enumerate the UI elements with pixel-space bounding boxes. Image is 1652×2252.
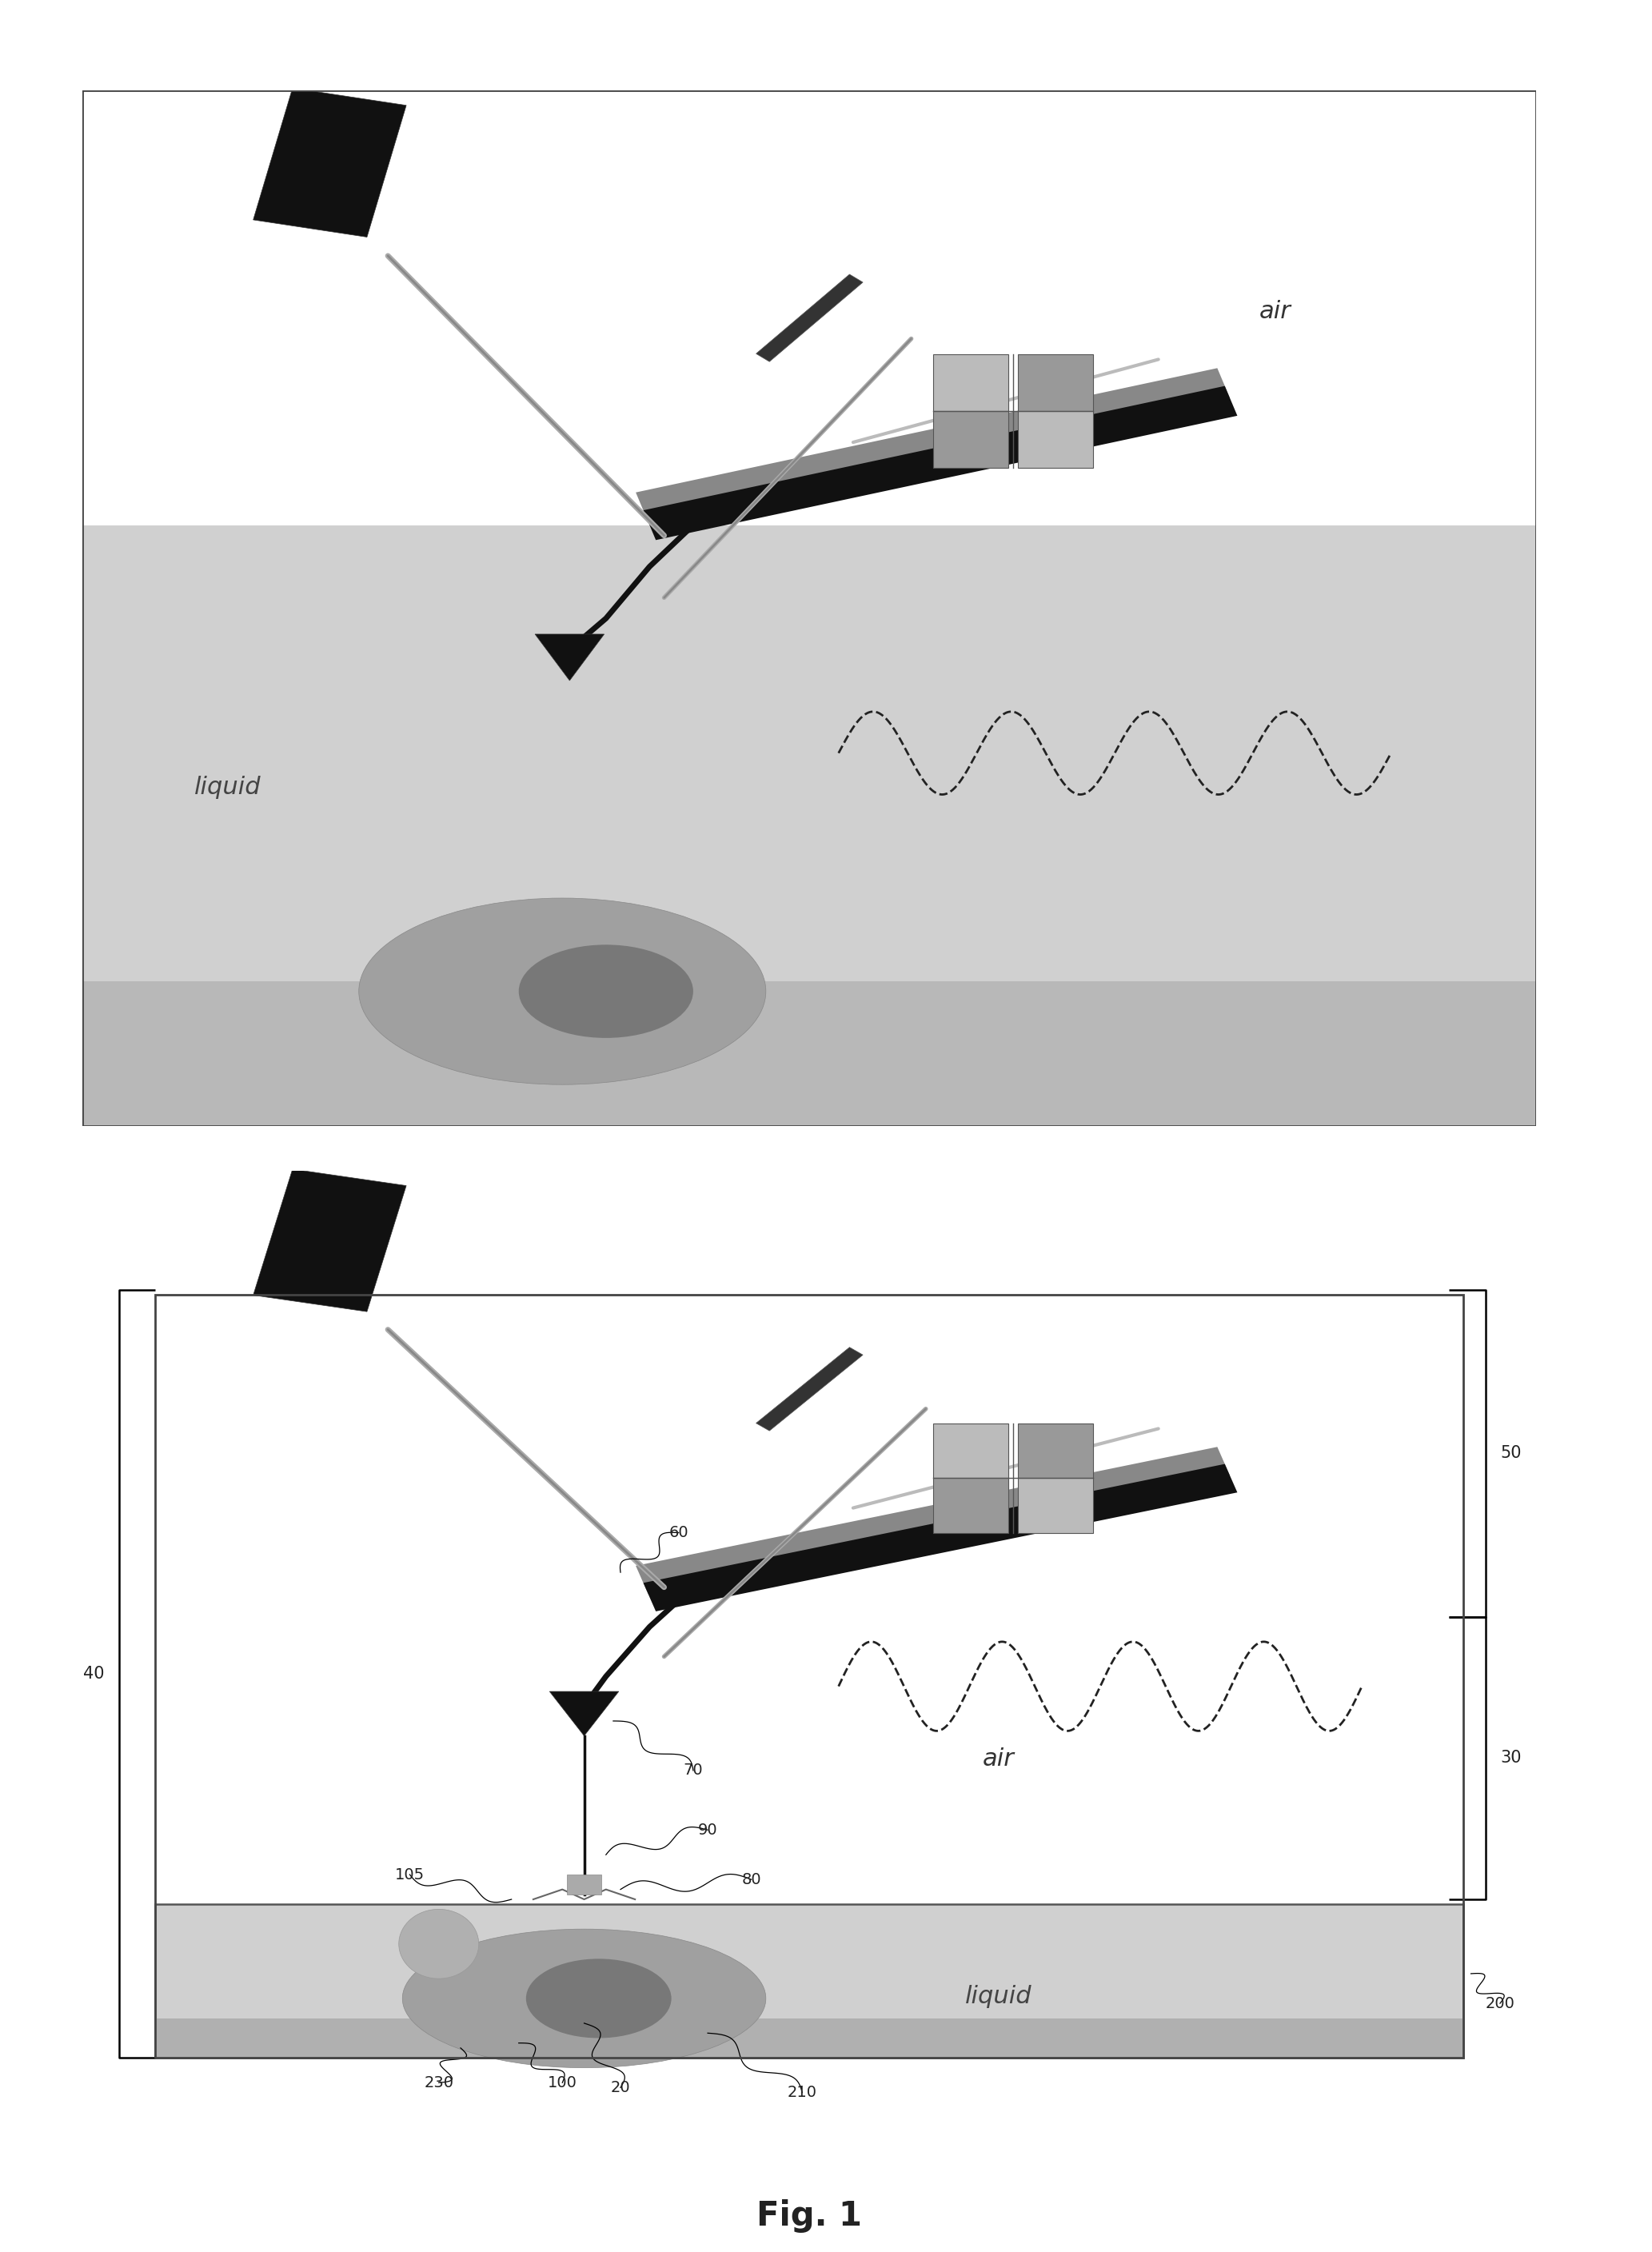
Text: 230: 230 [425,2074,454,2090]
Polygon shape [550,1691,620,1736]
Bar [933,412,1008,468]
Bar [1018,1423,1094,1477]
Bar [155,1905,1464,2058]
Polygon shape [757,275,862,363]
Polygon shape [253,1169,406,1311]
Bar [1018,354,1094,412]
Text: 80: 80 [742,1871,762,1887]
Bar [155,1295,1464,2058]
Text: 210: 210 [788,2085,818,2101]
Text: 70: 70 [684,1763,704,1779]
Text: liquid: liquid [965,1984,1032,2009]
Text: 50: 50 [1500,1446,1521,1462]
Text: 90: 90 [697,1822,717,1838]
Polygon shape [757,1347,862,1430]
Polygon shape [643,1464,1237,1612]
Bar [933,1423,1008,1477]
Polygon shape [253,88,406,236]
Ellipse shape [358,899,767,1085]
Bar [933,354,1008,412]
Text: Fig. 1: Fig. 1 [757,2200,862,2232]
Text: air: air [983,1748,1014,1770]
Bar [567,1874,601,1894]
Bar [83,525,1536,1126]
Text: 105: 105 [395,1867,425,1883]
Ellipse shape [403,1930,767,2067]
Text: air: air [1259,300,1290,322]
Text: 200: 200 [1485,1995,1515,2011]
Ellipse shape [525,1959,671,2038]
Bar [1018,412,1094,468]
Ellipse shape [519,946,694,1038]
Polygon shape [636,367,1229,522]
Text: 30: 30 [1500,1750,1521,1766]
Ellipse shape [398,1910,479,1980]
Polygon shape [535,635,605,680]
Text: 100: 100 [547,2074,577,2090]
Bar [83,982,1536,1126]
Bar [933,1477,1008,1534]
Text: liquid: liquid [195,777,261,799]
Bar [155,2018,1464,2058]
Text: 40: 40 [83,1666,104,1682]
Text: 20: 20 [611,2081,631,2094]
Polygon shape [636,1446,1229,1594]
Polygon shape [643,385,1237,540]
Bar [1018,1477,1094,1534]
Text: 60: 60 [669,1525,689,1540]
